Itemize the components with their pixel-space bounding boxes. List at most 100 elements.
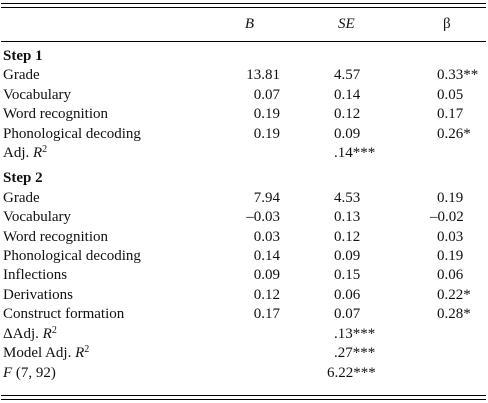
cell-se: 0.12	[334, 228, 361, 245]
adj-r2-label: Adj. R2	[0, 144, 206, 163]
cell-beta-empty	[406, 144, 488, 163]
cell-beta: 0.03	[437, 228, 464, 245]
cell-beta: 0.28*	[437, 306, 471, 323]
cell-se: 0.07	[334, 306, 361, 323]
cell-se: 0.15	[334, 267, 361, 284]
cell-beta: 0.19	[437, 189, 464, 206]
table-row: Word recognition 0.19 0.12 0.17	[0, 105, 488, 124]
cell-b-empty	[206, 344, 280, 363]
cell-beta: –0.02	[406, 208, 488, 227]
delta-adj-r2-label: ΔAdj. R2	[0, 325, 206, 344]
top-rule-inner	[1, 7, 486, 8]
cell-beta: 0.26*	[437, 125, 471, 142]
r-symbol: R	[33, 145, 43, 162]
squared-sup: 2	[42, 144, 48, 156]
step2-heading-row: Step 2	[0, 163, 488, 188]
squared-sup: 2	[84, 344, 90, 356]
cell-b: 13.81	[246, 67, 280, 84]
cell-b-empty	[206, 364, 280, 383]
cell-beta-empty	[406, 364, 488, 383]
step1-adj-r2-row: Adj. R2 .14***	[0, 144, 488, 163]
cell-b: 0.07	[253, 86, 280, 103]
cell-se: 0.12	[334, 106, 361, 123]
cell-b-empty	[206, 325, 280, 344]
row-label: Phonological decoding	[3, 248, 141, 265]
cell-se: 4.57	[334, 67, 361, 84]
header-b: B	[244, 15, 254, 32]
cell-beta: 0.19	[437, 248, 464, 265]
delta-adj-r2-value: .13***	[334, 325, 376, 342]
adj-r2-value: .14***	[334, 145, 376, 162]
f-symbol: F	[3, 364, 13, 381]
cell-beta: 0.33**	[437, 67, 479, 84]
table-row: Derivations 0.12 0.06 0.22*	[0, 286, 488, 305]
cell-b: 0.19	[253, 125, 280, 142]
cell-b: 0.17	[253, 306, 280, 323]
row-label: Derivations	[3, 286, 73, 303]
cell-se: 0.09	[334, 125, 361, 142]
table-row: Phonological decoding 0.14 0.09 0.19	[0, 247, 488, 266]
step1-heading: Step 1	[3, 48, 43, 64]
model-adj-r2-value: .27***	[334, 345, 376, 362]
table-row: Phonological decoding 0.19 0.09 0.26*	[0, 125, 488, 144]
cell-se: 0.13	[334, 209, 361, 226]
row-label: Inflections	[3, 267, 68, 284]
header-row: B SE β	[0, 8, 488, 41]
row-label: Vocabulary	[3, 86, 72, 103]
row-label: Word recognition	[3, 228, 109, 245]
cell-b-empty	[206, 144, 280, 163]
bottom-rule-inner	[1, 395, 486, 396]
top-rule-outer	[1, 3, 486, 4]
row-label: Word recognition	[3, 106, 109, 123]
table-row: Construct formation 0.17 0.07 0.28*	[0, 305, 488, 324]
cell-b: 0.03	[253, 228, 280, 245]
r-symbol: R	[75, 345, 85, 362]
row-label: Grade	[3, 189, 40, 206]
model-adj-r2-label: Model Adj. R2	[0, 344, 206, 363]
table-row: Inflections 0.09 0.15 0.06	[0, 266, 488, 285]
model-label-text: Model Adj.	[3, 345, 76, 362]
cell-b: 0.14	[253, 248, 280, 265]
cell-se: 4.53	[334, 189, 361, 206]
header-blank	[0, 8, 206, 41]
table-row: Grade 7.94 4.53 0.19	[0, 189, 488, 208]
bottom-rule-outer	[1, 399, 486, 400]
cell-se: 0.06	[334, 286, 361, 303]
cell-beta: 0.05	[437, 86, 464, 103]
cell-beta: 0.06	[437, 267, 464, 284]
table-row: Vocabulary –0.03 0.13 –0.02	[0, 208, 488, 227]
delta-adj-r2-row: ΔAdj. R2 .13***	[0, 325, 488, 344]
table-row: Grade 13.81 4.57 0.33**	[0, 66, 488, 85]
squared-sup: 2	[51, 324, 57, 336]
table-row: Vocabulary 0.07 0.14 0.05	[0, 86, 488, 105]
row-label: Phonological decoding	[3, 125, 141, 142]
r-symbol: R	[42, 325, 52, 342]
cell-b: 0.09	[253, 267, 280, 284]
f-stat-text: 6.22***	[327, 364, 376, 381]
header-beta: β	[443, 15, 451, 32]
f-df: (7, 92)	[12, 364, 56, 381]
row-label: Vocabulary	[3, 209, 72, 226]
f-stat-label: F (7, 92)	[0, 364, 206, 383]
cell-beta: 0.22*	[437, 286, 471, 303]
cell-b: 0.12	[253, 286, 280, 303]
row-label: Construct formation	[3, 306, 125, 323]
cell-b: 7.94	[253, 189, 280, 206]
model-adj-r2-row: Model Adj. R2 .27***	[0, 344, 488, 363]
step2-heading: Step 2	[3, 170, 43, 187]
cell-se: 0.09	[334, 248, 361, 265]
header-se: SE	[338, 15, 355, 32]
row-label: Grade	[3, 67, 40, 84]
cell-beta: 0.17	[437, 106, 464, 123]
f-stat-row: F (7, 92) 6.22***	[0, 364, 488, 383]
table-row: Word recognition 0.03 0.12 0.03	[0, 228, 488, 247]
cell-beta-empty	[406, 344, 488, 363]
step1-heading-row: Step 1	[0, 41, 488, 66]
delta-label-text: ΔAdj.	[3, 325, 43, 342]
adj-label-text: Adj.	[3, 145, 33, 162]
f-stat-value: 6.22***	[280, 364, 406, 383]
cell-beta-empty	[406, 325, 488, 344]
header-rule	[1, 41, 486, 42]
cell-beta-value: –0.02	[430, 209, 464, 226]
cell-b: 0.19	[253, 106, 280, 123]
